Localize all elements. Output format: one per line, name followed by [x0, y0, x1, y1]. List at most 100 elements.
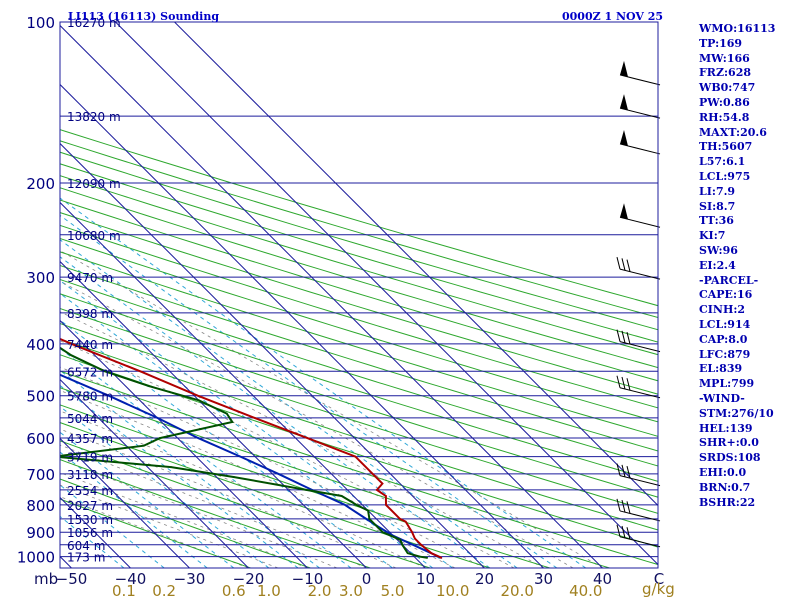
parcel-point — [51, 370, 53, 372]
dry-adiabat-390 — [60, 264, 658, 452]
pressure-label: 100 — [26, 14, 55, 32]
dewpoint-point — [70, 354, 73, 357]
mixing-ratio-tick-label: 3.0 — [339, 582, 363, 600]
temperature-point — [375, 488, 378, 491]
index-row: SI:8.7 — [699, 199, 736, 213]
height-label: 604 m — [67, 539, 105, 553]
height-label: 5780 m — [67, 390, 113, 404]
dewpoint-point — [225, 412, 228, 415]
dry-adiabat-370 — [60, 293, 658, 482]
wind-barb-pennant — [620, 94, 628, 111]
index-row: BSHR:22 — [699, 495, 756, 509]
wind-barbs — [616, 60, 661, 548]
dry-adiabat-470 — [60, 163, 658, 343]
temperature-tick-label: 20 — [475, 570, 494, 588]
wind-barb-feather — [621, 464, 626, 477]
temperature-point — [354, 455, 357, 458]
height-label: 10680 m — [67, 229, 121, 243]
index-row: MW:166 — [699, 51, 750, 65]
dry-adiabat-480 — [60, 151, 658, 331]
parcel-point — [156, 416, 159, 419]
dewpoint-point — [35, 331, 37, 333]
dewpoint-point — [22, 312, 24, 314]
mixing-ratio-tick-label: 0.2 — [152, 582, 176, 600]
skewed-isotherms — [0, 22, 658, 568]
dewpoint-point — [367, 509, 369, 512]
index-row: BRN:0.7 — [699, 480, 751, 494]
index-row: CAP:8.0 — [699, 332, 748, 346]
dry-adiabat-290 — [60, 422, 491, 568]
plot-frame — [59, 21, 659, 569]
height-label: 13820 m — [67, 110, 121, 124]
mixing-ratio-tick-label: 0.6 — [222, 582, 246, 600]
dry-adiabat-420 — [60, 224, 658, 409]
dewpoint-point — [355, 503, 358, 506]
index-row: PW:0.86 — [699, 95, 750, 109]
index-row: SW:96 — [699, 243, 738, 257]
temperature-unit-label: C — [654, 570, 664, 588]
height-label: 8398 m — [67, 307, 113, 321]
isotherm-10 — [60, 201, 426, 568]
temperature-point — [440, 556, 443, 559]
moist-adiabat-25 — [60, 340, 515, 568]
dewpoint-point — [305, 488, 307, 491]
dry-adiabat-250 — [60, 498, 251, 568]
dewpoint-point — [231, 421, 234, 423]
wind-barb — [616, 524, 661, 548]
index-row: RH:54.8 — [699, 110, 750, 124]
dewpoint-point — [54, 456, 56, 458]
dry-adiabat-410 — [60, 237, 658, 423]
wind-barb-staff — [619, 475, 661, 487]
temperature-tick-label: −50 — [56, 570, 88, 588]
index-row: EL:839 — [699, 362, 743, 376]
dry-adiabat-330 — [60, 354, 658, 548]
dry-adiabats — [60, 129, 658, 568]
wind-barb-staff — [619, 510, 661, 522]
temperature-tick-label: −30 — [174, 570, 206, 588]
mixing-ratio-axis-labels: 0.1 0.2 0.6 1.0 2.0 3.0 5.0 10.0 20.0 40.0 — [112, 582, 602, 600]
parcel-point — [360, 515, 363, 517]
wind-barb — [619, 129, 661, 155]
height-label: 2027 m — [67, 499, 113, 513]
temperature-point — [385, 495, 387, 497]
temperature-point — [385, 503, 387, 506]
wind-barb — [616, 256, 661, 280]
dewpoint-point — [419, 555, 421, 558]
mixing-ratio-tick-label: 40.0 — [569, 582, 602, 600]
parcel-point — [277, 472, 280, 475]
height-labels: 16270 m 13820 m 12090 m 10680 m 9470 m 8398 m… — [67, 16, 121, 565]
temperature-tick-label: 30 — [534, 570, 553, 588]
index-row: MPL:799 — [699, 377, 755, 391]
dewpoint-point — [142, 444, 145, 447]
index-row: WMO:16113 — [699, 22, 776, 35]
height-label: 9470 m — [67, 271, 113, 285]
temperature-point — [196, 394, 199, 397]
isotherm-20 — [60, 142, 485, 568]
isotherm--30 — [60, 437, 190, 568]
height-label: 12090 m — [67, 177, 121, 191]
wind-barb — [619, 94, 661, 119]
temperature-point — [411, 531, 414, 534]
isotherm--60 — [0, 22, 13, 568]
index-row: -WIND- — [699, 391, 745, 405]
parcel-point — [239, 455, 242, 458]
moist-adiabat-10 — [60, 410, 426, 568]
index-row: TH:5607 — [699, 140, 753, 154]
dewpoint-point — [233, 476, 236, 479]
wind-barb — [619, 60, 661, 86]
wind-barb-feather — [616, 463, 621, 476]
dry-adiabat-440 — [60, 199, 658, 382]
dewpoint-trace — [22, 312, 429, 559]
temperature-tick-label: 0 — [362, 570, 372, 588]
pressure-label: 200 — [26, 175, 55, 193]
moist-adiabat-40 — [60, 250, 603, 568]
dry-adiabat-380 — [60, 278, 658, 467]
wind-barb-feather — [616, 375, 621, 388]
dry-adiabat-260 — [60, 478, 311, 568]
temperature-point — [70, 343, 73, 345]
dry-adiabat-450 — [60, 187, 658, 369]
temperature-tick-label: 10 — [416, 570, 435, 588]
station-title: LI113 (16113) Sounding — [68, 10, 219, 23]
height-label: 173 m — [67, 551, 105, 565]
mixing-ratio-tick-label: 20.0 — [500, 582, 533, 600]
